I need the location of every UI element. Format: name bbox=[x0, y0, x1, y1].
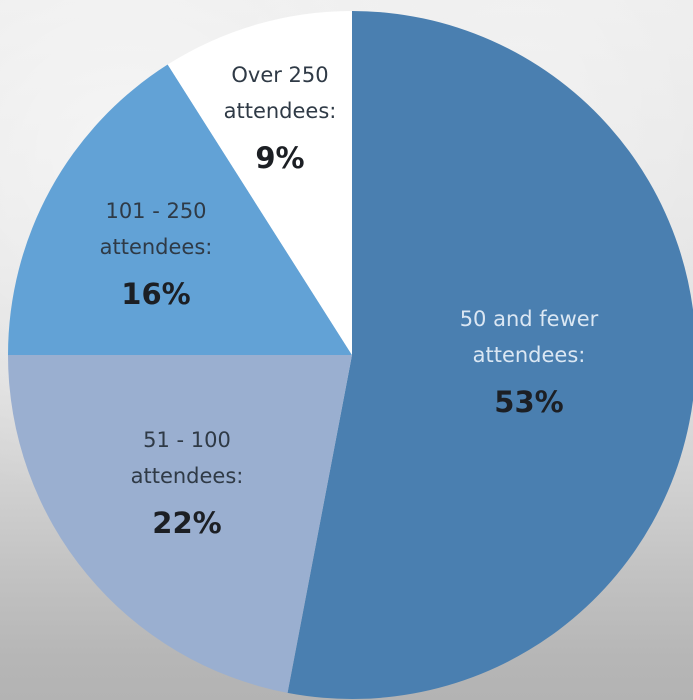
slice-value-1: 53% bbox=[494, 385, 563, 419]
slice-label-line1-2: 51 - 100 bbox=[143, 428, 231, 452]
pie-labels: 50 and fewer attendees: 53% 51 - 100 attende… bbox=[100, 63, 599, 540]
pie-slices bbox=[8, 11, 693, 699]
slice-value-2: 22% bbox=[152, 506, 221, 540]
slice-label-line2-4: attendees: bbox=[224, 99, 337, 123]
slice-label-line2-3: attendees: bbox=[100, 235, 213, 259]
pie-slice-4 bbox=[167, 11, 352, 355]
slice-value-3: 16% bbox=[121, 277, 190, 311]
slice-label-line1-1: 50 and fewer bbox=[460, 307, 599, 331]
pie-slice-3 bbox=[8, 64, 352, 355]
slice-label-line2-2: attendees: bbox=[131, 464, 244, 488]
slice-label-line1-3: 101 - 250 bbox=[105, 199, 206, 223]
slice-value-4: 9% bbox=[255, 141, 304, 175]
pie-slice-2 bbox=[8, 355, 352, 693]
pie-slice-1 bbox=[287, 11, 693, 699]
slice-label-line1-4: Over 250 bbox=[231, 63, 328, 87]
slice-label-line2-1: attendees: bbox=[473, 343, 586, 367]
